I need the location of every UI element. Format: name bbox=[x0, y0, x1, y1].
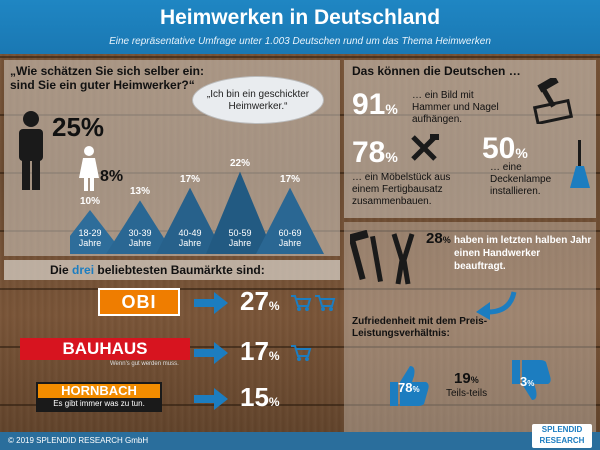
footer-bar bbox=[0, 432, 600, 450]
can-do-pct-3: 50% bbox=[482, 132, 528, 165]
age-pct-3: 17% bbox=[179, 173, 200, 185]
store-pct-3: 15% bbox=[240, 382, 280, 412]
speech-bubble bbox=[192, 76, 324, 124]
stores-title-bar bbox=[4, 260, 340, 280]
can-do-text-1: … ein Bild mit Hammer und Nagel aufhänge… bbox=[412, 90, 499, 125]
age-pct-2: 13% bbox=[129, 186, 150, 198]
self-assessment-question: „Wie schätzen Sie sich selber ein: sind … bbox=[10, 64, 204, 92]
age-label-4: 50-59 Jahre bbox=[228, 228, 252, 248]
age-mountain-5 bbox=[256, 187, 324, 254]
header-bar bbox=[0, 0, 600, 54]
age-label-1: 18-29 Jahre bbox=[78, 228, 102, 248]
craftsman-pct: 28% bbox=[426, 230, 451, 247]
speech-bubble-text: „Ich bin ein geschickter Heimwerker.“ bbox=[206, 89, 310, 112]
bauhaus-slogan: Wenn's gut werden muss. bbox=[110, 361, 179, 367]
age-mountain-2 bbox=[106, 200, 174, 254]
store-arrow-3 bbox=[194, 388, 228, 410]
ceiling-lamp-icon bbox=[570, 140, 590, 188]
craftsman-text: haben im letzten halben Jahr einen Handw… bbox=[454, 235, 592, 272]
age-mountain-1 bbox=[70, 210, 124, 254]
can-do-panel bbox=[344, 60, 596, 218]
craftsman-panel bbox=[344, 222, 596, 432]
can-do-pct-2: 78% bbox=[352, 136, 398, 169]
can-do-title: Das können die Deutschen … bbox=[352, 64, 521, 78]
thumbs-down-icon bbox=[512, 360, 551, 400]
satisfaction-neutral: 19% bbox=[454, 370, 479, 387]
bauhaus-logo: BAUHAUS bbox=[20, 338, 190, 360]
curved-arrow-icon bbox=[476, 291, 517, 320]
age-mountain-3 bbox=[156, 187, 224, 254]
copyright: © 2019 SPLENDID RESEARCH GmbH bbox=[8, 436, 149, 445]
can-do-pct-1: 91% bbox=[352, 88, 398, 121]
store-pct-2: 17% bbox=[240, 336, 280, 366]
satisfaction-negative: 3% bbox=[520, 374, 535, 389]
can-do-text-3: … eine Deckenlampe installieren. bbox=[490, 162, 552, 197]
satisfaction-title: Zufriedenheit mit dem Preis-Leistungsver… bbox=[352, 316, 488, 339]
can-do-text-2: … ein Möbelstück aus einem Fertigbausatz… bbox=[352, 172, 451, 207]
tools-icon bbox=[350, 230, 415, 285]
page-subtitle: Eine repräsentative Umfrage unter 1.003 … bbox=[109, 36, 491, 47]
store-arrow-1 bbox=[194, 292, 228, 314]
shopping-cart-icon bbox=[315, 295, 336, 311]
tools-cross-icon bbox=[411, 134, 439, 161]
store-arrow-2 bbox=[194, 342, 228, 364]
age-pct-4: 22% bbox=[229, 157, 250, 169]
age-group-mountains bbox=[70, 171, 324, 254]
age-label-5: 60-69 Jahre bbox=[278, 228, 302, 248]
page-title: Heimwerken in Deutschland bbox=[159, 6, 441, 29]
male-person-icon bbox=[19, 111, 43, 190]
shopping-cart-icon bbox=[291, 295, 312, 311]
shopping-cart-icon bbox=[291, 345, 312, 361]
satisfaction-positive: 78% bbox=[398, 380, 420, 395]
age-mountain-4 bbox=[206, 171, 274, 254]
obi-logo: OBI bbox=[98, 288, 180, 316]
stores-title: Die drei beliebtesten Baumärkte sind: bbox=[50, 263, 265, 277]
age-label-2: 30-39 Jahre bbox=[128, 228, 152, 248]
satisfaction-neutral-label: Teils-teils bbox=[446, 388, 488, 399]
age-pct-1: 10% bbox=[79, 196, 100, 207]
store-pct-1: 27% bbox=[240, 286, 280, 316]
splendid-research-logo: SPLENDID RESEARCH bbox=[532, 424, 592, 448]
hammer-picture-icon bbox=[532, 78, 574, 124]
hornbach-logo: HORNBACH Es gibt immer was zu tun. bbox=[36, 382, 162, 412]
age-pct-5: 17% bbox=[279, 173, 300, 185]
female-person-icon bbox=[79, 146, 99, 191]
male-percentage: 25% bbox=[52, 112, 105, 142]
age-label-3: 40-49 Jahre bbox=[178, 228, 202, 248]
female-percentage: 8% bbox=[100, 168, 124, 185]
thumbs-up-icon bbox=[390, 366, 429, 406]
